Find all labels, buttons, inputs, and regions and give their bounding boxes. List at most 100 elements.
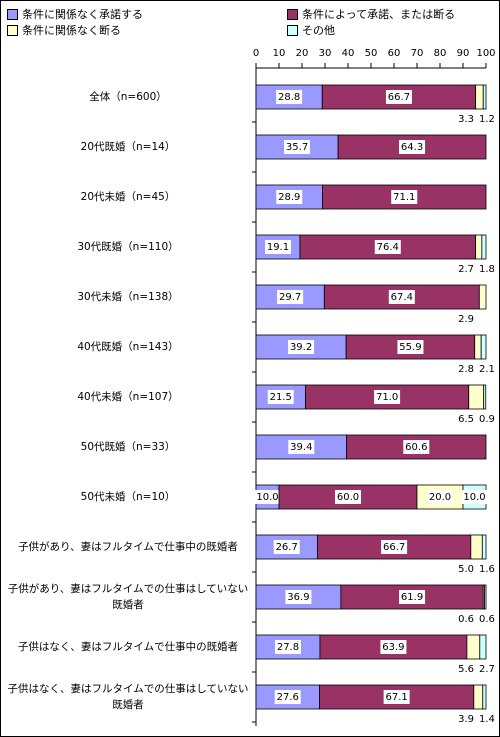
label-box bbox=[374, 390, 401, 404]
bar-segment bbox=[482, 684, 487, 710]
label-box bbox=[264, 240, 291, 254]
value-label: 2.8 bbox=[458, 364, 474, 375]
value-label: 66.7 bbox=[388, 92, 410, 103]
label-box bbox=[374, 240, 401, 254]
value-label: 61.9 bbox=[401, 592, 423, 603]
legend-item: 条件に関係なく承諾する bbox=[7, 6, 143, 22]
bar-segment bbox=[484, 584, 487, 610]
label-box bbox=[461, 490, 488, 504]
value-label: 0.9 bbox=[479, 414, 495, 425]
value-label: 35.7 bbox=[286, 142, 308, 153]
category-label: 20代既婚（n=14） bbox=[80, 141, 176, 153]
category-label: 40代既婚（n=143） bbox=[77, 341, 179, 353]
x-tick-label: 80 bbox=[434, 48, 447, 59]
value-label: 1.6 bbox=[479, 564, 495, 575]
bar-segment bbox=[468, 384, 485, 410]
legend-item: その他 bbox=[287, 22, 335, 38]
bar-segment bbox=[478, 284, 487, 310]
bar-segment bbox=[255, 284, 325, 310]
bar-segment bbox=[466, 634, 481, 660]
label-box bbox=[274, 640, 301, 654]
label-box bbox=[335, 490, 361, 504]
value-label: 1.2 bbox=[479, 114, 495, 125]
legend-label: 条件によって承諾、または断る bbox=[302, 8, 456, 21]
bar-segment bbox=[475, 234, 483, 260]
legend-label: 条件に関係なく承諾する bbox=[22, 8, 143, 21]
label-box bbox=[274, 690, 301, 704]
category-label: 子供はなく、妻はフルタイムで仕事中の既婚者 bbox=[17, 641, 239, 653]
value-label: 71.1 bbox=[393, 192, 415, 203]
x-tick-label: 100 bbox=[476, 48, 495, 59]
value-label: 0.6 bbox=[479, 614, 495, 625]
legend-label: その他 bbox=[302, 24, 335, 37]
legend-swatch bbox=[7, 24, 18, 36]
value-label: 76.4 bbox=[377, 242, 399, 253]
value-label: 3.9 bbox=[458, 714, 474, 725]
x-tick-label: 90 bbox=[457, 48, 470, 59]
label-box bbox=[254, 490, 281, 504]
x-tick-label: 40 bbox=[342, 48, 355, 59]
value-label: 39.2 bbox=[290, 342, 312, 353]
category-label: 50代既婚（n=33） bbox=[80, 441, 176, 453]
value-label: 60.0 bbox=[337, 492, 359, 503]
label-box bbox=[285, 590, 312, 604]
label-box bbox=[399, 140, 426, 154]
legend-item: 条件に関係なく断る bbox=[7, 22, 121, 38]
value-label: 67.4 bbox=[391, 292, 413, 303]
x-tick-label: 60 bbox=[388, 48, 401, 59]
category-label: 子供があり、妻はフルタイムで仕事中の既婚者 bbox=[18, 541, 238, 553]
label-box bbox=[381, 540, 408, 554]
value-label: 0.6 bbox=[458, 614, 474, 625]
x-tick-label: 30 bbox=[319, 48, 332, 59]
value-label: 21.5 bbox=[270, 392, 292, 403]
category-label: 全体（n=600） bbox=[89, 91, 167, 103]
label-box bbox=[276, 90, 303, 104]
category-label: 30代既婚（n=110） bbox=[77, 241, 179, 253]
value-label: 55.9 bbox=[399, 342, 421, 353]
value-label: 1.4 bbox=[479, 714, 495, 725]
x-tick-label: 70 bbox=[411, 48, 424, 59]
label-box bbox=[380, 640, 407, 654]
value-label: 63.9 bbox=[382, 642, 404, 653]
category-label: 30代未婚（n=138） bbox=[77, 291, 179, 303]
category-label: 子供はなく、妻はフルタイムでの仕事はしていない既婚者 bbox=[7, 683, 249, 711]
label-box bbox=[276, 190, 303, 204]
legend-swatch bbox=[287, 24, 298, 36]
bar-segment bbox=[479, 634, 487, 660]
value-label: 28.9 bbox=[278, 192, 300, 203]
value-label: 67.1 bbox=[386, 692, 408, 703]
bar-segment bbox=[474, 334, 482, 360]
label-box bbox=[427, 490, 453, 504]
category-label: 50代未婚（n=10） bbox=[80, 491, 176, 503]
value-label: 66.7 bbox=[383, 542, 405, 553]
label-box bbox=[391, 190, 418, 204]
category-label: 20代未婚（n=45） bbox=[80, 191, 176, 203]
label-box bbox=[288, 340, 315, 354]
category-label: 40代未婚（n=107） bbox=[77, 391, 179, 403]
label-box bbox=[277, 290, 304, 304]
value-label: 60.6 bbox=[405, 442, 427, 453]
value-label: 27.6 bbox=[277, 692, 299, 703]
value-label: 5.0 bbox=[458, 564, 474, 575]
label-box bbox=[388, 290, 415, 304]
value-label: 6.5 bbox=[458, 414, 474, 425]
value-label: 2.7 bbox=[458, 264, 474, 275]
label-box bbox=[267, 390, 294, 404]
value-label: 1.8 bbox=[479, 264, 495, 275]
value-label: 20.0 bbox=[429, 492, 451, 503]
x-tick-label: 50 bbox=[365, 48, 378, 59]
value-label: 64.3 bbox=[401, 142, 423, 153]
bar-segment bbox=[481, 534, 487, 560]
x-tick-label: 10 bbox=[273, 48, 286, 59]
value-label: 3.3 bbox=[458, 114, 474, 125]
value-label: 10.0 bbox=[463, 492, 485, 503]
bar-segment bbox=[480, 334, 487, 360]
label-box bbox=[403, 440, 430, 454]
value-label: 27.8 bbox=[277, 642, 299, 653]
label-box bbox=[284, 140, 311, 154]
value-label: 2.9 bbox=[458, 314, 474, 325]
legend-label: 条件に関係なく断る bbox=[22, 24, 121, 37]
label-box bbox=[397, 340, 424, 354]
value-label: 2.7 bbox=[479, 664, 495, 675]
